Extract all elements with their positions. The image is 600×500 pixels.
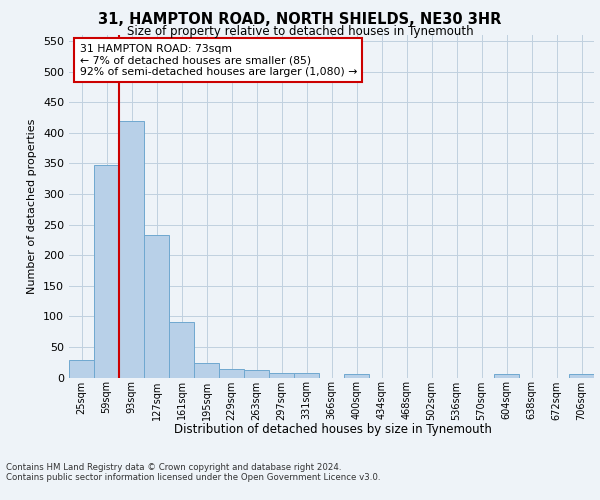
Bar — [294, 373, 319, 378]
Text: Contains public sector information licensed under the Open Government Licence v3: Contains public sector information licen… — [6, 472, 380, 482]
Text: Distribution of detached houses by size in Tynemouth: Distribution of detached houses by size … — [174, 422, 492, 436]
Text: 31, HAMPTON ROAD, NORTH SHIELDS, NE30 3HR: 31, HAMPTON ROAD, NORTH SHIELDS, NE30 3H… — [98, 12, 502, 28]
Y-axis label: Number of detached properties: Number of detached properties — [28, 118, 37, 294]
Bar — [144, 235, 169, 378]
Text: Contains HM Land Registry data © Crown copyright and database right 2024.: Contains HM Land Registry data © Crown c… — [6, 462, 341, 471]
Bar — [219, 369, 244, 378]
Bar — [194, 363, 219, 378]
Bar — [69, 360, 94, 378]
Bar — [169, 322, 194, 378]
Bar — [119, 120, 144, 378]
Bar — [244, 370, 269, 378]
Bar — [494, 374, 519, 378]
Text: 31 HAMPTON ROAD: 73sqm
← 7% of detached houses are smaller (85)
92% of semi-deta: 31 HAMPTON ROAD: 73sqm ← 7% of detached … — [79, 44, 357, 77]
Text: Size of property relative to detached houses in Tynemouth: Size of property relative to detached ho… — [127, 25, 473, 38]
Bar — [344, 374, 369, 378]
Bar — [269, 373, 294, 378]
Bar — [569, 374, 594, 378]
Bar — [94, 164, 119, 378]
